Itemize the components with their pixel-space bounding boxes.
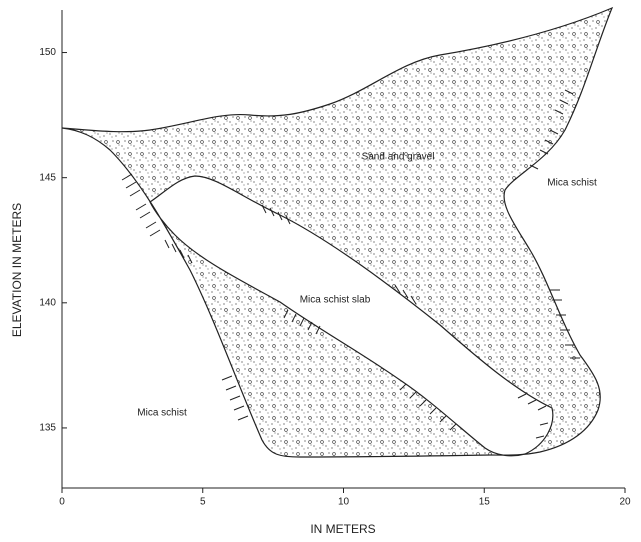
y-axis-title: ELEVATION IN METERS bbox=[10, 203, 24, 337]
x-tick-label: 0 bbox=[59, 497, 65, 508]
annotation: Sand and gravel bbox=[362, 152, 435, 163]
x-tick-label: 15 bbox=[479, 497, 491, 508]
annotation: Mica schist bbox=[547, 178, 597, 189]
x-tick-label: 20 bbox=[619, 497, 631, 508]
y-tick-label: 140 bbox=[39, 297, 56, 308]
y-tick-label: 135 bbox=[39, 423, 56, 434]
annotation: Mica schist slab bbox=[300, 295, 371, 306]
x-tick-label: 10 bbox=[338, 497, 350, 508]
x-axis-title: IN METERS bbox=[310, 522, 375, 536]
chart: Sand and gravel Mica schist Mica schist … bbox=[0, 0, 641, 542]
y-tick-label: 150 bbox=[39, 47, 56, 58]
sand-and-gravel-region bbox=[62, 8, 612, 457]
x-tick-label: 5 bbox=[200, 497, 206, 508]
annotation: Mica schist bbox=[137, 408, 187, 419]
y-tick-label: 145 bbox=[39, 172, 56, 183]
